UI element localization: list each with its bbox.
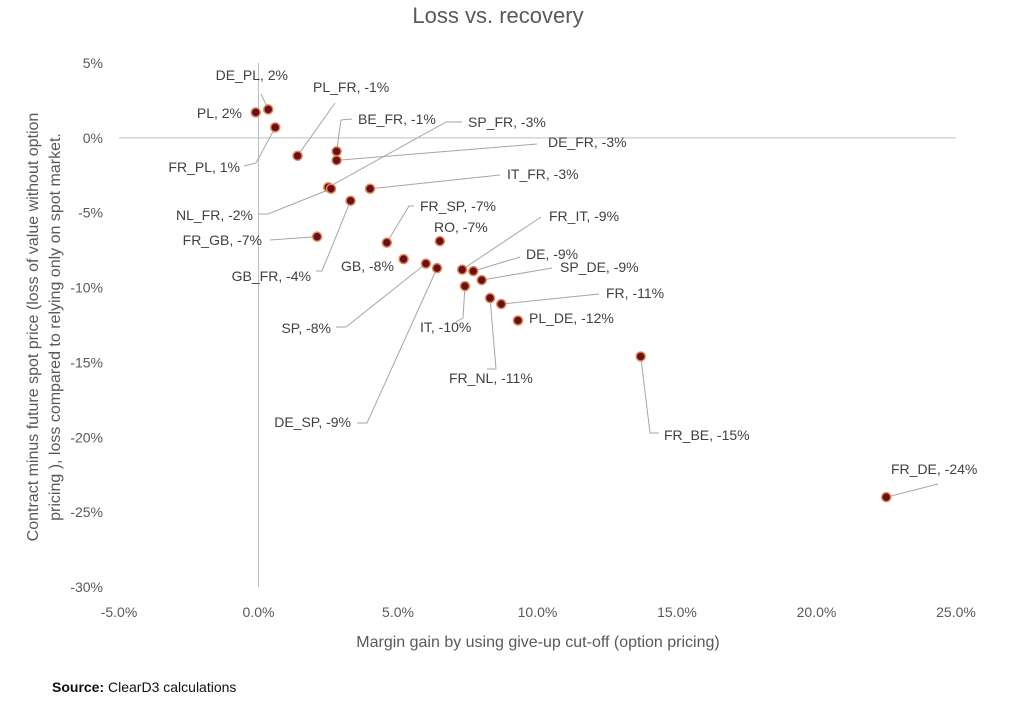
data-point — [495, 298, 507, 310]
leader-line — [501, 293, 600, 305]
y-tick-label: 0% — [83, 130, 103, 146]
data-point — [364, 183, 376, 195]
leader-line — [481, 267, 553, 281]
x-tick-label: 20.0% — [797, 604, 837, 620]
x-tick-label: 5.0% — [382, 604, 414, 620]
x-tick-label: 25.0% — [936, 604, 976, 620]
leader-line — [316, 200, 352, 272]
data-point — [434, 235, 446, 247]
data-labels: DE_PL, 2% PL, 2% PL_FR, -1% FR_PL, 1% BE_FR,… — [168, 67, 977, 477]
data-point — [398, 253, 409, 265]
source-prefix: Source: — [52, 679, 105, 695]
leader-line — [328, 121, 462, 188]
data-point — [881, 491, 892, 503]
data-label: SP_FR, -3% — [468, 114, 546, 130]
y-axis-label-line: Contract minus future spot price (loss o… — [25, 113, 42, 542]
leader-line — [886, 483, 939, 498]
leader-line — [243, 127, 276, 167]
data-point — [269, 122, 281, 133]
leader-line — [357, 267, 438, 424]
data-point — [476, 274, 487, 286]
tick-labels: -5.0% 0.0% 5.0% 10.0% 15.0% 20.0% 25.0% 5% 0% -5%… — [70, 55, 976, 620]
data-label: DE_SP, -9% — [274, 414, 351, 430]
leader-line — [269, 236, 318, 241]
data-label: SP, -8% — [281, 320, 331, 336]
source-text: ClearD3 calculations — [104, 679, 237, 695]
data-point — [484, 292, 496, 304]
leader-line — [473, 256, 521, 272]
data-label: FR_PL, 1% — [168, 159, 240, 175]
data-label: PL_FR, -1% — [313, 79, 389, 95]
data-point — [331, 155, 342, 166]
leader-line — [461, 216, 542, 271]
axes — [119, 63, 956, 587]
data-point — [263, 104, 274, 115]
leader-line — [487, 298, 497, 370]
x-tick-label: -5.0% — [101, 604, 138, 620]
leader-line — [455, 286, 466, 323]
data-point — [381, 237, 393, 248]
data-label: IT, -10% — [420, 319, 471, 335]
y-tick-label: -30% — [70, 579, 103, 595]
data-label: FR_IT, -9% — [549, 208, 619, 224]
leader-line — [297, 102, 336, 157]
data-label: NL_FR, -2% — [176, 207, 253, 223]
chart-title: Loss vs. recovery — [412, 3, 583, 28]
data-label: FR_NL, -11% — [449, 370, 533, 386]
data-label: PL_DE, -12% — [529, 310, 614, 326]
leader-line — [640, 356, 659, 434]
data-label: FR_DE, -24% — [891, 461, 977, 477]
x-tick-label: 10.0% — [518, 604, 558, 620]
data-point — [635, 351, 646, 362]
data-point — [292, 150, 303, 162]
data-point — [512, 315, 524, 326]
leader-line — [336, 263, 427, 328]
leader-line — [386, 205, 414, 243]
data-label: RO, -7% — [434, 219, 488, 235]
y-tick-label: 5% — [83, 55, 103, 71]
data-point — [250, 107, 261, 118]
data-point — [311, 231, 323, 242]
y-axis-label-line: pricing ), loss compared to relying only… — [47, 133, 64, 521]
source-note: Source: ClearD3 calculations — [52, 679, 236, 695]
leader-line — [370, 174, 501, 190]
y-tick-label: -10% — [70, 280, 103, 296]
data-label: FR_GB, -7% — [183, 232, 262, 248]
data-label: GB_FR, -4% — [232, 268, 311, 284]
data-label: GB, -8% — [341, 258, 394, 274]
data-point — [331, 146, 342, 157]
data-label: FR_BE, -15% — [664, 427, 750, 443]
leader-line — [336, 143, 538, 161]
y-tick-label: -15% — [70, 354, 103, 370]
data-label: FR, -11% — [606, 285, 664, 301]
data-label: BE_FR, -1% — [358, 111, 436, 127]
leader-line — [258, 188, 332, 215]
data-point — [459, 280, 471, 292]
data-label: FR_SP, -7% — [420, 198, 496, 214]
data-point — [325, 183, 337, 195]
data-point — [420, 258, 432, 269]
data-label: DE, -9% — [526, 246, 578, 262]
data-label: PL, 2% — [197, 105, 242, 121]
x-tick-label: 0.0% — [243, 604, 275, 620]
data-point — [431, 262, 443, 274]
data-label: DE_FR, -3% — [548, 134, 627, 150]
data-label: IT_FR, -3% — [507, 166, 579, 182]
data-label: DE_PL, 2% — [216, 67, 288, 83]
leader-line — [336, 118, 353, 152]
data-point — [456, 264, 468, 275]
data-points — [250, 104, 892, 503]
y-axis-label: Contract minus future spot price (loss o… — [25, 113, 64, 542]
y-tick-label: -25% — [70, 504, 103, 520]
data-point — [345, 195, 356, 206]
x-axis-label: Margin gain by using give-up cut-off (op… — [356, 634, 719, 651]
y-tick-label: -5% — [78, 205, 103, 221]
leader-lines — [243, 93, 939, 498]
data-label: SP_DE, -9% — [560, 259, 639, 275]
data-point — [468, 265, 479, 277]
y-tick-label: -20% — [70, 429, 103, 445]
x-tick-label: 15.0% — [657, 604, 697, 620]
